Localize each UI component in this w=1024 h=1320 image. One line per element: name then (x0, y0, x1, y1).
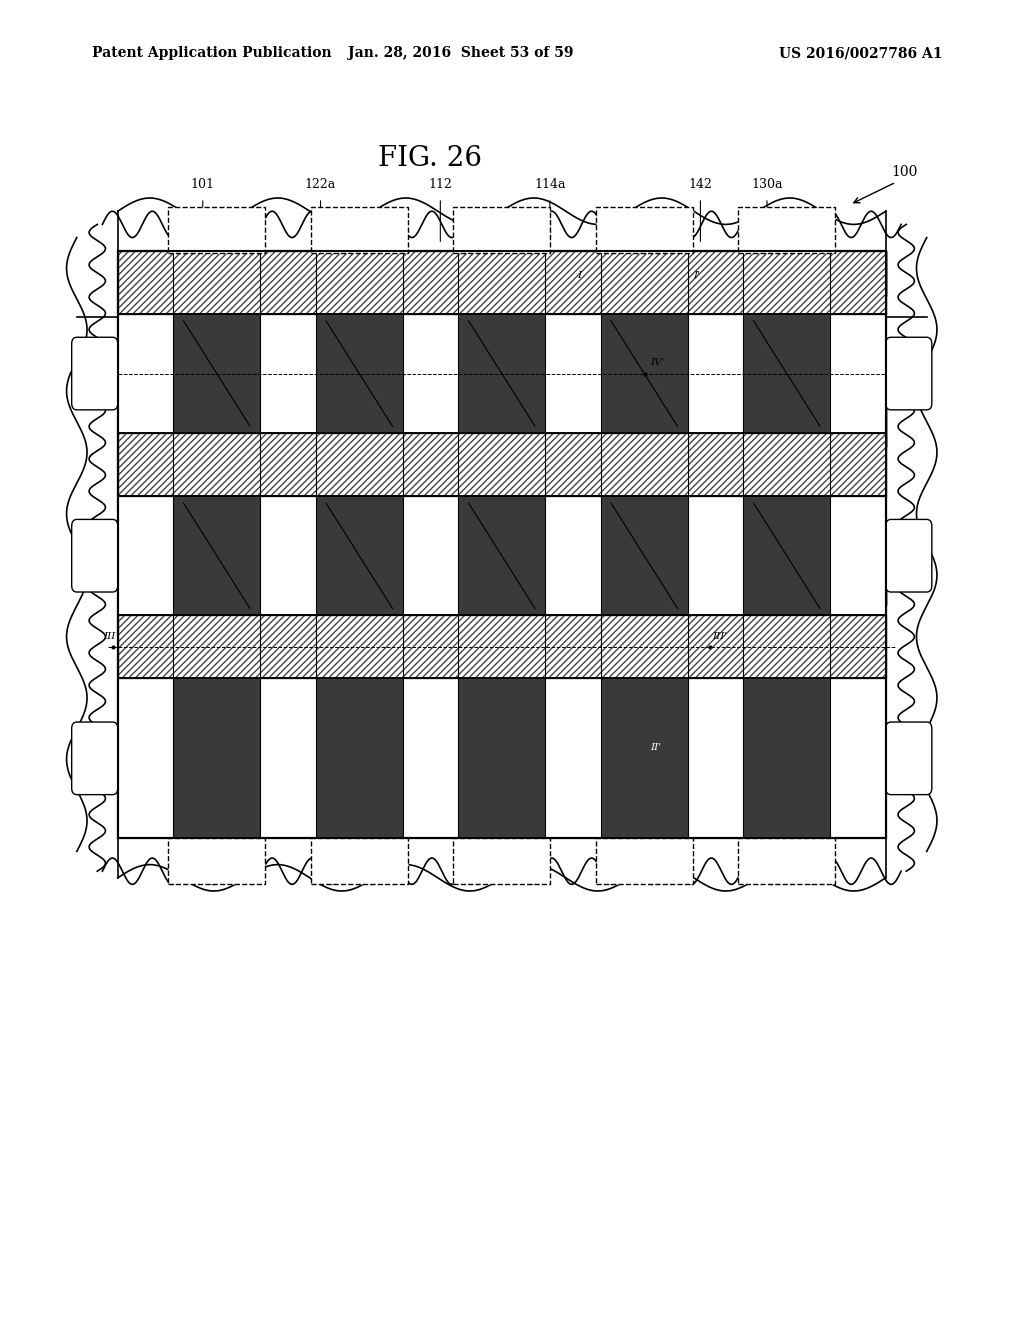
Bar (601, 678, 688, 838)
Bar (118, 251, 886, 838)
FancyBboxPatch shape (118, 403, 886, 447)
Text: US 2016/0027786 A1: US 2016/0027786 A1 (778, 46, 942, 61)
Bar (601, 496, 688, 615)
FancyBboxPatch shape (118, 251, 886, 296)
FancyBboxPatch shape (886, 722, 932, 795)
Text: FIG. 26: FIG. 26 (378, 145, 482, 172)
Text: III': III' (712, 632, 727, 640)
Bar (738, 838, 836, 884)
Bar (459, 678, 545, 838)
Bar (310, 207, 408, 253)
FancyBboxPatch shape (886, 337, 932, 409)
Text: III: III (103, 632, 116, 640)
Text: 101: 101 (190, 178, 215, 191)
Bar (738, 207, 836, 253)
Bar (315, 314, 402, 433)
FancyBboxPatch shape (72, 519, 118, 591)
Bar (315, 496, 402, 615)
Text: 130a: 130a (752, 178, 782, 191)
Bar (118, 615, 886, 678)
Text: 114a: 114a (535, 178, 565, 191)
Text: Patent Application Publication: Patent Application Publication (92, 46, 332, 61)
Text: Jan. 28, 2016  Sheet 53 of 59: Jan. 28, 2016 Sheet 53 of 59 (348, 46, 573, 61)
Bar (459, 496, 545, 615)
Bar (601, 314, 688, 433)
Bar (596, 838, 693, 884)
Text: II': II' (650, 743, 662, 752)
Text: I: I (578, 272, 582, 280)
FancyBboxPatch shape (886, 519, 932, 591)
Bar (168, 207, 265, 253)
Text: I': I' (693, 272, 699, 280)
Bar (459, 314, 545, 433)
Bar (743, 678, 830, 838)
Text: 142: 142 (688, 178, 713, 191)
Text: 100: 100 (891, 165, 918, 178)
Bar (743, 496, 830, 615)
Bar (173, 678, 260, 838)
Bar (453, 207, 551, 253)
Bar (173, 314, 260, 433)
Bar (118, 251, 886, 838)
Text: II: II (421, 743, 429, 752)
Bar (118, 251, 886, 314)
FancyBboxPatch shape (118, 557, 886, 605)
FancyBboxPatch shape (72, 337, 118, 409)
Bar (743, 314, 830, 433)
Bar (596, 207, 693, 253)
Bar (118, 433, 886, 496)
Text: IV: IV (104, 359, 116, 367)
Bar (168, 838, 265, 884)
Text: IV': IV' (650, 359, 665, 367)
Bar (173, 496, 260, 615)
Text: 112: 112 (428, 178, 453, 191)
Bar (310, 838, 408, 884)
Bar (118, 251, 886, 314)
Bar (453, 838, 551, 884)
Bar (118, 433, 886, 496)
Bar (118, 615, 886, 678)
FancyBboxPatch shape (72, 722, 118, 795)
Bar (315, 678, 402, 838)
Text: 122a: 122a (305, 178, 336, 191)
